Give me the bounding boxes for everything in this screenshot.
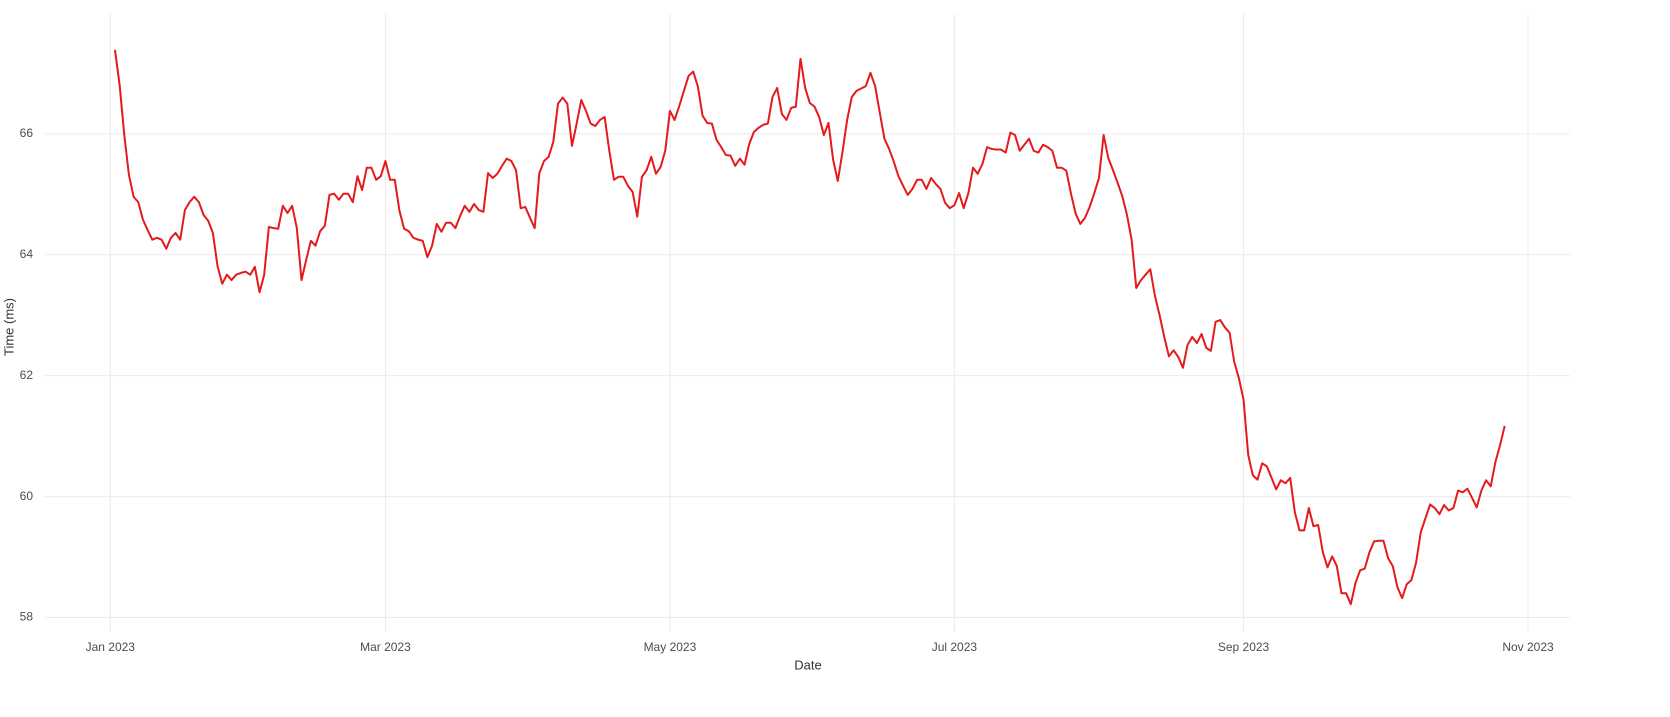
y-tick-label: 62 [20,368,34,382]
x-tick-label: Mar 2023 [360,640,411,654]
x-tick-label: Jan 2023 [86,640,136,654]
grid [45,14,1570,632]
x-tick-label: Jul 2023 [932,640,978,654]
y-tick-label: 60 [20,489,34,503]
x-tick-label: Nov 2023 [1502,640,1554,654]
data-line [113,49,1506,606]
y-tick-label: 58 [20,610,34,624]
y-tick-label: 66 [20,126,34,140]
x-tick-label: May 2023 [644,640,697,654]
x-axis-title: Date [794,657,821,672]
y-axis-title: Time (ms) [1,298,16,356]
y-tick-label: 64 [20,247,34,261]
x-tick-label: Sep 2023 [1218,640,1270,654]
